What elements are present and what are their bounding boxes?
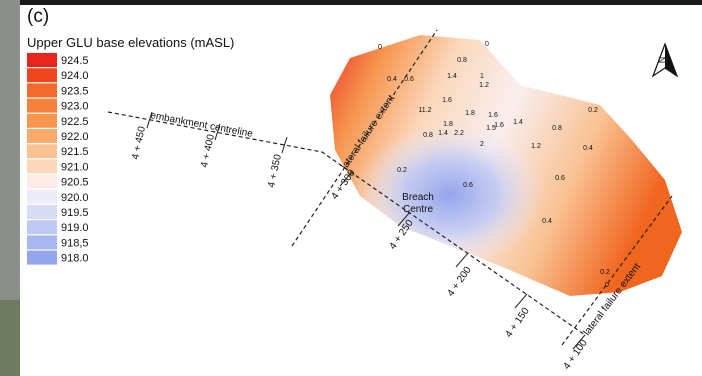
legend-label: 922.5 [61, 116, 89, 128]
point-label: 0.8 [552, 125, 562, 132]
point-label: 0.6 [463, 182, 473, 189]
panel-label: (c) [27, 6, 49, 27]
point-label: 1.6 [488, 112, 498, 119]
point-label: 0.8 [457, 57, 467, 64]
breach-centre-label: Breach [402, 192, 434, 203]
point-label: 0 [605, 282, 609, 289]
point-label: 1.2 [531, 143, 541, 150]
point-label: 0.6 [404, 76, 414, 83]
legend-label: 919.0 [61, 222, 89, 234]
legend-label: 918.0 [61, 253, 89, 265]
legend-label: 924.5 [61, 55, 89, 67]
point-label: 0.2 [397, 167, 407, 174]
point-label: 1.4 [438, 130, 448, 137]
point-label: 0.2 [600, 269, 610, 276]
legend-swatch [27, 114, 57, 128]
point-label: 0.4 [542, 218, 552, 225]
legend-swatch [27, 129, 57, 143]
photo-edge-lower [0, 300, 20, 376]
point-label: 0.8 [423, 132, 433, 139]
legend-swatch [27, 68, 57, 82]
point-label: 1.8 [465, 110, 475, 117]
legend-label: 918,5 [61, 237, 89, 249]
point-label: 1.8 [443, 121, 453, 128]
legend-swatch [27, 53, 57, 67]
breach-centre-label: Centre [403, 204, 433, 215]
legend-swatch [27, 251, 57, 265]
legend-label: 923.0 [61, 101, 89, 113]
svg-text:N: N [657, 57, 667, 64]
figure: N (c) Upper GLU base elevations (mASL) 9… [0, 0, 702, 376]
legend-title: Upper GLU base elevations (mASL) [27, 35, 234, 50]
point-label: 11.2 [418, 107, 431, 114]
point-label: 1.2 [479, 82, 489, 89]
legend-label: 923.5 [61, 85, 89, 97]
legend-swatch [27, 235, 57, 249]
legend-swatch [27, 175, 57, 189]
legend-label: 919.5 [61, 207, 89, 219]
point-label: 2 [480, 141, 484, 148]
legend-swatch [27, 144, 57, 158]
point-label: 0 [485, 41, 489, 48]
point-label: 0 [378, 44, 382, 51]
legend-swatch [27, 159, 57, 173]
legend-swatch [27, 205, 57, 219]
point-label: 1 [480, 73, 484, 80]
legend-label: 920.5 [61, 177, 89, 189]
point-label: 1.6 [442, 97, 452, 104]
point-label: 0.2 [588, 107, 598, 114]
point-label: 0.4 [583, 145, 593, 152]
legend-label: 921.0 [61, 161, 89, 173]
legend-swatch [27, 83, 57, 97]
point-label: 1.5 [486, 125, 496, 132]
point-label: 0.4 [387, 76, 397, 83]
legend-swatch [27, 190, 57, 204]
legend-label: 921.5 [61, 146, 89, 158]
top-strip [0, 0, 702, 5]
legend-swatch [27, 220, 57, 234]
point-label: 1.4 [513, 119, 523, 126]
point-label: 2.2 [454, 130, 464, 137]
legend-label: 922.0 [61, 131, 89, 143]
point-label: 1.4 [447, 73, 457, 80]
legend-label: 924.0 [61, 70, 89, 82]
point-label: 0.6 [555, 175, 565, 182]
legend-swatch [27, 99, 57, 113]
legend-label: 920.0 [61, 192, 89, 204]
